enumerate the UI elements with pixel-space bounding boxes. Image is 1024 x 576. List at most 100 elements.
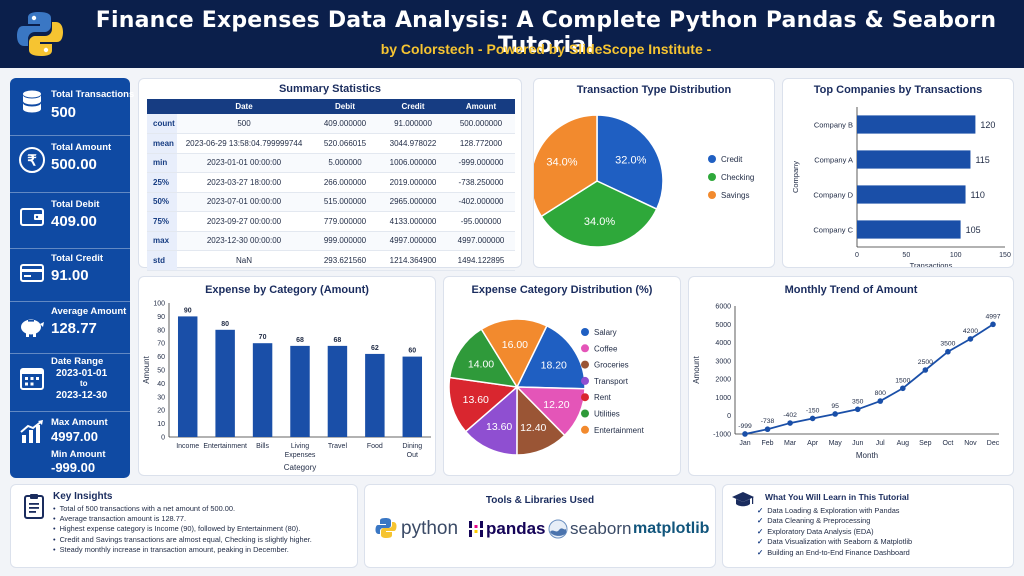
insights-list: Total of 500 transactions with a net amo… <box>53 504 312 555</box>
kpi-label: Min Amount <box>51 449 106 460</box>
kpi-average-amount: Average Amount 128.77 <box>10 302 130 354</box>
y-tick-label: 4000 <box>715 340 731 347</box>
slice-label: 14.00 <box>468 358 494 370</box>
x-tick-label: Oct <box>942 440 953 447</box>
x-axis-label: Month <box>856 451 878 460</box>
chart-title: Top Companies by Transactions <box>813 84 983 96</box>
learn-title: What You Will Learn in This Tutorial <box>765 492 909 502</box>
pandas-label: pandas <box>486 519 546 538</box>
pie-slice <box>596 114 664 211</box>
slice-label: 13.60 <box>486 421 512 433</box>
transaction-type-card: Transaction Type Distribution 32.0% 34.0%… <box>533 78 775 268</box>
table-cell: 3044.978022 <box>379 133 447 154</box>
database-icon <box>23 90 41 113</box>
legend-label: Credit <box>721 155 743 164</box>
page-subtitle: by Colorstech - Powered by SlideScope In… <box>380 41 712 57</box>
y-tick-label: 0 <box>161 435 165 442</box>
category-tick-label: Company B <box>814 121 853 130</box>
y-tick-label: 70 <box>157 341 165 348</box>
data-point <box>764 426 771 433</box>
table-cell: 266.000000 <box>311 172 379 193</box>
slice-label: 34.0% <box>584 216 615 228</box>
column-header: Credit <box>379 99 447 114</box>
y-axis-label: Amount <box>142 355 151 383</box>
list-item: Credit and Savings transactions are almo… <box>53 535 312 545</box>
table-header-row: Date Debit Credit Amount <box>147 99 515 114</box>
y-tick-label: 100 <box>153 301 165 308</box>
table-cell: 999.000000 <box>311 231 379 251</box>
list-item: Exploratory Data Analysis (EDA) <box>757 527 912 537</box>
pandas-icon <box>469 521 483 537</box>
category-tick-label: Company C <box>813 226 853 235</box>
matplotlib-label: matplotlib <box>633 520 710 537</box>
summary-title: Summary Statistics <box>278 83 382 95</box>
expense-by-category-card: Expense by Category (Amount) 0 10 20 30 40 50… <box>138 276 436 476</box>
kpi-label: Total Debit <box>51 199 100 210</box>
point-value-label: -738 <box>761 418 775 425</box>
monthly-trend-card: Monthly Trend of Amount -1000 0 1000 2000 30… <box>688 276 1014 476</box>
point-value-label: 95 <box>831 403 839 410</box>
legend-marker <box>581 425 589 434</box>
y-tick-label: 2000 <box>715 377 731 384</box>
x-tick-label: Nov <box>964 440 977 447</box>
legend-marker <box>581 344 589 353</box>
legend-label: Checking <box>721 173 754 182</box>
expense-distribution-card: Expense Category Distribution (%) 18.20 1… <box>443 276 681 476</box>
table-cell: NaN <box>177 250 311 271</box>
top-companies-bar-chart: Company B 120 Company A 115 Company D 110 Comp… <box>791 107 1011 267</box>
list-item: Average transaction amount is 128.77. <box>53 514 312 524</box>
category-tick-label: Income <box>176 443 199 450</box>
table-cell: -738.250000 <box>447 172 515 193</box>
table-row: mean 2023-06-29 13:58:04.799999744 520.066… <box>147 133 515 154</box>
wallet-icon <box>20 208 44 226</box>
kpi-value: -999.00 <box>51 460 96 475</box>
table-cell: -95.000000 <box>447 211 515 232</box>
x-tick-label: Jan <box>739 440 750 447</box>
table-cell: 1214.364900 <box>379 250 447 271</box>
list-item: Building an End-to-End Finance Dashboard <box>757 548 912 558</box>
calendar-icon <box>20 368 44 390</box>
bar-value-label: 68 <box>334 337 342 344</box>
seaborn-label: seaborn <box>570 519 632 538</box>
legend-label: Transport <box>594 377 629 386</box>
table-cell: 293.621560 <box>311 250 379 271</box>
x-tick-label: Dec <box>987 440 1000 447</box>
python-icon <box>375 518 397 538</box>
learn-card: What You Will Learn in This Tutorial Dat… <box>722 484 1014 568</box>
y-tick-label: 10 <box>157 421 165 428</box>
x-axis-label: Category <box>284 463 316 472</box>
legend-marker <box>708 155 716 163</box>
column-header: Date <box>177 99 311 114</box>
insights-title: Key Insights <box>53 491 113 502</box>
kpi-value: 128.77 <box>51 320 97 337</box>
pie-slice <box>448 376 519 433</box>
bar <box>857 220 961 239</box>
category-tick-label: Food <box>367 443 383 450</box>
kpi-value: 4997.00 <box>51 429 98 444</box>
list-item: Highest expense category is Income (90),… <box>53 524 312 534</box>
x-tick-label: May <box>829 440 843 447</box>
data-point <box>922 367 929 373</box>
chart-title: Monthly Trend of Amount <box>784 284 918 296</box>
slice-label: 13.60 <box>463 394 489 406</box>
bar <box>857 115 976 134</box>
bar <box>252 343 273 437</box>
category-tick-label: Dining Out <box>402 443 422 459</box>
table-row: 50% 2023-07-01 00:00:00 515.000000 2965.000… <box>147 192 515 212</box>
x-axis-label: Transactions <box>910 261 953 267</box>
legend-label: Utilities <box>594 410 620 419</box>
y-tick-label: 30 <box>157 394 165 401</box>
category-tick-label: Company D <box>813 191 853 200</box>
kpi-total-credit: Total Credit 91.00 <box>10 249 130 302</box>
bar-chart-up-icon <box>20 420 43 443</box>
legend-marker <box>581 376 589 385</box>
table-cell: 91.000000 <box>379 114 447 134</box>
table-cell: 4997.000000 <box>447 231 515 251</box>
x-tick-label: Sep <box>919 440 932 447</box>
y-axis-label: Company <box>791 161 800 193</box>
table-cell: 520.066015 <box>311 133 379 154</box>
row-label: 25% <box>147 172 177 193</box>
category-tick-label: Travel <box>328 443 348 450</box>
kpi-value: 500 <box>51 104 77 121</box>
bar-value-label: 68 <box>296 337 304 344</box>
